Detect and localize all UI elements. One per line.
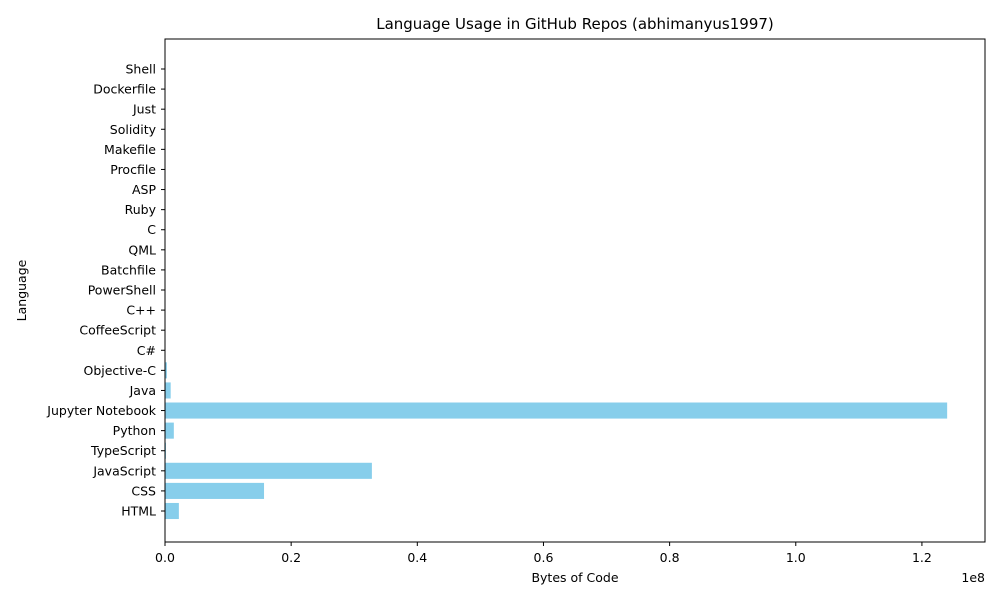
x-axis-ticks: 0.0 0.2 0.4 0.6 0.8 1.0 1.2 <box>155 542 932 565</box>
y-tick-label-qml: QML <box>128 242 156 257</box>
x-tick-label: 1.0 <box>786 550 806 565</box>
chart-title: Language Usage in GitHub Repos (abhimany… <box>376 15 774 33</box>
x-axis-title: Bytes of Code <box>531 570 618 585</box>
x-tick-label: 0.0 <box>155 550 175 565</box>
y-tick-label-dockerfile: Dockerfile <box>93 82 156 97</box>
y-tick-label-objective-c: Objective-C <box>83 363 156 378</box>
bar-css <box>165 482 265 499</box>
plot-frame <box>164 38 986 543</box>
y-tick-label-asp: ASP <box>132 182 156 197</box>
bar-html <box>165 502 179 520</box>
y-tick-label-c: C <box>147 222 156 237</box>
bar-java <box>165 382 171 399</box>
y-tick-label-makefile: Makefile <box>104 142 156 157</box>
bar-javascript <box>165 462 372 479</box>
x-axis-offset-label: 1e8 <box>961 570 985 585</box>
y-tick-label-typescript: TypeScript <box>90 443 156 458</box>
y-tick-label-ruby: Ruby <box>125 202 157 217</box>
x-tick-label: 1.2 <box>912 550 932 565</box>
y-axis-ticks: HTML CSS JavaScript TypeScript Python Jupyter… <box>46 62 165 519</box>
y-tick-label-c: C++ <box>126 303 156 318</box>
y-tick-label-css: CSS <box>131 483 156 498</box>
y-tick-label-javascript: JavaScript <box>92 463 156 478</box>
x-tick-label: 0.8 <box>660 550 680 565</box>
x-tick-label: 0.4 <box>407 550 427 565</box>
x-tick-label: 0.2 <box>281 550 301 565</box>
y-tick-label-jupyter-notebook: Jupyter Notebook <box>46 403 156 418</box>
y-tick-label-html: HTML <box>121 504 156 519</box>
y-tick-label-python: Python <box>113 423 156 438</box>
x-tick-label: 0.6 <box>534 550 554 565</box>
bar-python <box>165 422 174 439</box>
y-tick-label-just: Just <box>132 102 156 117</box>
y-tick-label-batchfile: Batchfile <box>101 262 156 277</box>
y-tick-label-procfile: Procfile <box>110 162 156 177</box>
y-axis-title: Language <box>14 259 29 321</box>
y-tick-label-java: Java <box>129 383 156 398</box>
y-tick-label-shell: Shell <box>126 62 157 77</box>
bar-objective-c <box>165 362 167 379</box>
y-tick-label-coffeescript: CoffeeScript <box>79 323 156 338</box>
bars-group <box>165 60 948 520</box>
bar-jupyter-notebook <box>165 402 948 419</box>
y-tick-label-solidity: Solidity <box>110 122 157 137</box>
y-tick-label-c: C# <box>137 343 156 358</box>
y-tick-label-powershell: PowerShell <box>88 283 156 298</box>
